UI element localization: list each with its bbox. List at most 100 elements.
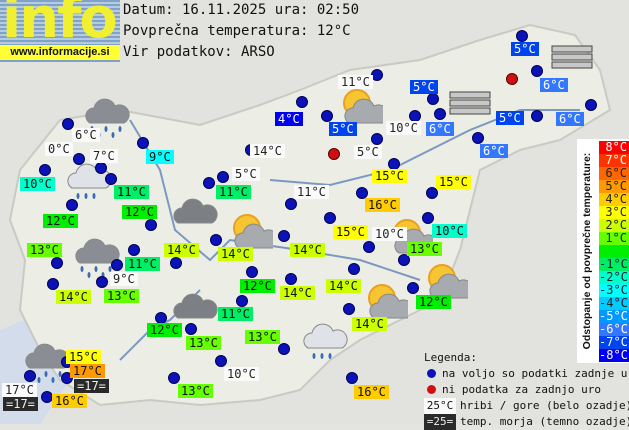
station-dot[interactable] xyxy=(111,259,123,271)
station-temperature-label: 16°C xyxy=(52,394,87,408)
logo-text: info xyxy=(2,0,118,51)
station-dot[interactable] xyxy=(137,137,149,149)
station-dot[interactable] xyxy=(585,99,597,111)
station-dot-no-data[interactable] xyxy=(328,148,340,160)
station-dot[interactable] xyxy=(95,162,107,174)
station-temperature-label: 14°C xyxy=(352,317,387,331)
station-dot[interactable] xyxy=(363,241,375,253)
station-temperature-label: 15°C xyxy=(66,350,101,364)
sea-temperature-label: =17= xyxy=(3,397,38,411)
station-temperature-label: 13°C xyxy=(407,242,442,256)
station-dot[interactable] xyxy=(246,266,258,278)
scale-row: 5°C xyxy=(599,180,629,193)
legend-red-dot-text: ni podatka za zadnjo uro xyxy=(442,383,601,396)
fog-weather-icon xyxy=(550,42,598,90)
station-dot[interactable] xyxy=(203,177,215,189)
station-dot[interactable] xyxy=(168,372,180,384)
station-dot[interactable] xyxy=(73,153,85,165)
mountain-temperature-label: 10°C xyxy=(224,367,259,381)
station-dot[interactable] xyxy=(66,199,78,211)
station-dot[interactable] xyxy=(426,187,438,199)
partly-cloudy-weather-icon xyxy=(420,260,474,308)
site-logo[interactable]: info www.informacije.si xyxy=(0,0,120,62)
legend-mountain-row: 25°C hribi / gore (belo ozadje) xyxy=(424,398,629,414)
station-temperature-label: 11°C xyxy=(218,307,253,321)
station-temperature-label: 11°C xyxy=(114,185,149,199)
legend-sea-row: =25= temp. morja (temno ozadje) xyxy=(424,414,629,430)
station-dot[interactable] xyxy=(51,257,63,269)
station-temperature-label: 12°C xyxy=(122,205,157,219)
station-dot[interactable] xyxy=(47,278,59,290)
station-dot[interactable] xyxy=(407,282,419,294)
mountain-temperature-label: 7°C xyxy=(90,149,118,163)
station-dot[interactable] xyxy=(236,295,248,307)
station-temperature-label: 9°C xyxy=(146,150,174,164)
station-dot[interactable] xyxy=(105,173,117,185)
station-temperature-label: 14°C xyxy=(326,279,361,293)
station-temperature-label: 6°C xyxy=(480,144,508,158)
scale-row: 7°C xyxy=(599,154,629,167)
station-dot[interactable] xyxy=(531,65,543,77)
station-dot[interactable] xyxy=(321,110,333,122)
scale-row: 8°C xyxy=(599,141,629,154)
station-dot[interactable] xyxy=(296,96,308,108)
station-temperature-label: 16°C xyxy=(354,385,389,399)
light-rain-weather-icon xyxy=(300,320,348,368)
station-dot[interactable] xyxy=(324,212,336,224)
partly-cloudy-weather-icon xyxy=(225,210,279,258)
station-dot[interactable] xyxy=(39,164,51,176)
sea-temperature-label: =17= xyxy=(74,379,109,393)
station-dot[interactable] xyxy=(96,276,108,288)
scale-row: -6°C xyxy=(599,322,629,336)
station-temperature-label: 14°C xyxy=(56,290,91,304)
station-dot[interactable] xyxy=(128,244,140,256)
station-temperature-label: 12°C xyxy=(416,295,451,309)
scale-row: -2°C xyxy=(599,270,629,284)
station-temperature-label: 14°C xyxy=(290,243,325,257)
station-dot[interactable] xyxy=(217,171,229,183)
mountain-temperature-label: 6°C xyxy=(72,128,100,142)
station-dot[interactable] xyxy=(24,370,36,382)
station-dot[interactable] xyxy=(422,212,434,224)
station-dot[interactable] xyxy=(531,110,543,122)
station-dot[interactable] xyxy=(472,132,484,144)
station-temperature-label: 10°C xyxy=(432,224,467,238)
legend-red-dot-row: ni podatka za zadnjo uro xyxy=(424,382,629,398)
mountain-temperature-label: 14°C xyxy=(250,144,285,158)
partly-cloudy-weather-icon xyxy=(335,85,389,133)
station-dot[interactable] xyxy=(278,230,290,242)
station-temperature-label: 5°C xyxy=(496,111,524,125)
station-dot[interactable] xyxy=(215,355,227,367)
station-dot[interactable] xyxy=(371,133,383,145)
scale-row: -8°C xyxy=(599,348,629,362)
data-source-line: Vir podatkov: ARSO xyxy=(123,44,275,60)
station-dot[interactable] xyxy=(278,343,290,355)
station-dot[interactable] xyxy=(285,198,297,210)
station-dot[interactable] xyxy=(343,303,355,315)
station-dot[interactable] xyxy=(210,234,222,246)
scale-row: -4°C xyxy=(599,296,629,310)
logo-url-link[interactable]: www.informacije.si xyxy=(0,45,120,60)
station-dot[interactable] xyxy=(185,323,197,335)
station-temperature-label: 17°C xyxy=(70,364,105,378)
station-dot[interactable] xyxy=(285,273,297,285)
station-dot[interactable] xyxy=(170,257,182,269)
station-temperature-label: 12°C xyxy=(43,214,78,228)
station-dot[interactable] xyxy=(145,219,157,231)
station-temperature-label: 14°C xyxy=(218,247,253,261)
date-time-line: Datum: 16.11.2025 ura: 02:50 xyxy=(123,2,360,18)
station-dot[interactable] xyxy=(62,118,74,130)
station-temperature-label: 13°C xyxy=(186,336,221,350)
station-dot[interactable] xyxy=(434,108,446,120)
station-temperature-label: 6°C xyxy=(426,122,454,136)
station-dot[interactable] xyxy=(398,254,410,266)
station-dot[interactable] xyxy=(427,93,439,105)
station-temperature-label: 5°C xyxy=(410,80,438,94)
station-dot[interactable] xyxy=(348,263,360,275)
station-dot[interactable] xyxy=(356,187,368,199)
station-dot[interactable] xyxy=(516,30,528,42)
station-dot-no-data[interactable] xyxy=(506,73,518,85)
legend-blue-dot-row: na voljo so podatki zadnje ure xyxy=(424,366,629,382)
station-dot[interactable] xyxy=(346,372,358,384)
rain-weather-icon xyxy=(72,235,120,283)
